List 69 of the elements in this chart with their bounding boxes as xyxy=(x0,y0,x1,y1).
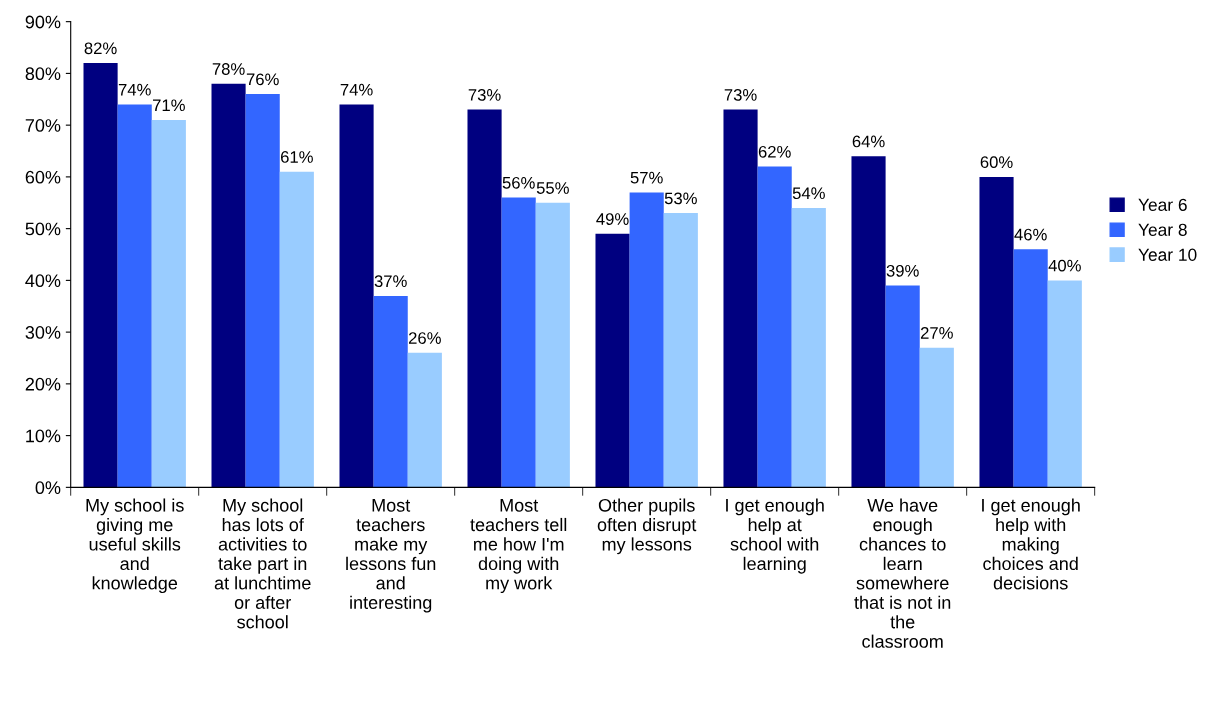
data-label: 64% xyxy=(852,135,885,148)
y-tick-label: 10% xyxy=(26,429,61,443)
bar xyxy=(211,83,246,488)
bar xyxy=(467,109,502,488)
data-label: 26% xyxy=(408,332,441,344)
data-label: 27% xyxy=(920,326,953,339)
bar xyxy=(791,207,826,488)
data-label: 55% xyxy=(536,182,569,194)
bar xyxy=(245,94,280,488)
bar xyxy=(851,156,886,488)
bar xyxy=(723,109,758,488)
bar xyxy=(117,104,152,488)
data-label: 71% xyxy=(153,99,185,112)
y-tick-label: 40% xyxy=(25,274,61,288)
x-tick-label: I get enough help at school with learning xyxy=(726,498,824,574)
bar xyxy=(629,192,664,488)
x-tick-label: We have enough chances to learn somewhere that is not in the classroom xyxy=(854,498,951,648)
bar xyxy=(663,213,698,488)
data-label: 46% xyxy=(1014,228,1047,241)
legend-label: Year 8 xyxy=(1138,223,1187,236)
data-label: 40% xyxy=(1048,259,1081,272)
data-label: 53% xyxy=(664,192,697,205)
data-label: 49% xyxy=(596,213,629,225)
data-label: 62% xyxy=(758,145,791,158)
y-tick-label: 0% xyxy=(35,481,61,495)
y-tick-label: 70% xyxy=(25,119,61,132)
data-label: 76% xyxy=(246,73,279,86)
bar xyxy=(151,119,186,488)
x-tick-label: I get enough help with making choices and decisions xyxy=(982,498,1080,590)
y-tick-label: 90% xyxy=(25,15,61,29)
data-label: 54% xyxy=(792,187,825,200)
bar xyxy=(595,233,630,488)
y-tick-label: 60% xyxy=(25,170,61,184)
data-label: 78% xyxy=(212,63,245,75)
data-label: 74% xyxy=(340,83,373,96)
bar xyxy=(1013,249,1048,488)
bar xyxy=(407,352,442,488)
data-label: 57% xyxy=(630,171,663,184)
data-label: 73% xyxy=(468,88,501,101)
y-tick-label: 80% xyxy=(25,67,61,81)
data-label: 82% xyxy=(84,42,117,55)
bar xyxy=(339,104,374,488)
legend-label: Year 10 xyxy=(1138,248,1197,261)
bar xyxy=(757,166,792,488)
bar xyxy=(279,171,314,488)
x-tick-label: My school is giving me useful skills and knowledge xyxy=(86,498,184,594)
data-label: 73% xyxy=(724,88,757,101)
data-label: 39% xyxy=(886,264,919,277)
bar xyxy=(885,285,920,488)
bar xyxy=(83,63,118,488)
x-tick-label: Most teachers tell me how I'm doing with my work xyxy=(470,499,567,594)
bar xyxy=(535,202,570,488)
x-tick-label: Other pupils often disrupt my lessons xyxy=(597,498,697,555)
bar xyxy=(919,347,954,488)
bar xyxy=(373,295,408,488)
legend-label: Year 6 xyxy=(1138,198,1187,211)
x-tick-label: My school has lots of activities to take part in at lunchtime or after school xyxy=(214,498,311,629)
data-label: 74% xyxy=(118,83,151,96)
data-label: 61% xyxy=(280,151,313,163)
y-tick-label: 30% xyxy=(25,326,61,339)
data-label: 37% xyxy=(374,275,407,288)
bar xyxy=(501,197,536,488)
data-label: 56% xyxy=(502,176,535,189)
x-tick-label: Most teachers make my lessons fun and interesting xyxy=(346,499,436,613)
y-tick-label: 50% xyxy=(25,222,61,236)
bar xyxy=(1047,280,1082,488)
y-tick-label: 20% xyxy=(25,377,61,391)
bar xyxy=(979,176,1014,488)
data-label: 60% xyxy=(980,156,1013,169)
